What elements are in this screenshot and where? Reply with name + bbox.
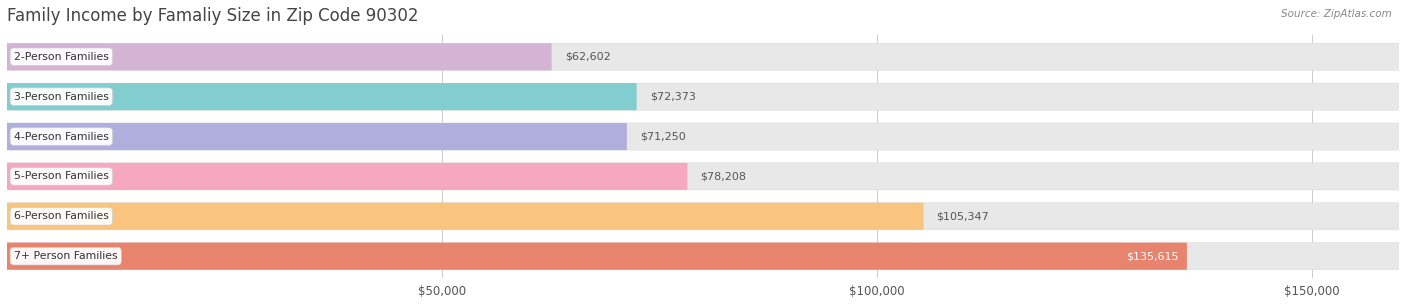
FancyBboxPatch shape [7,43,1399,70]
FancyBboxPatch shape [7,163,688,190]
Text: 2-Person Families: 2-Person Families [14,52,108,62]
FancyBboxPatch shape [7,83,637,110]
FancyBboxPatch shape [7,163,1399,190]
Text: 7+ Person Families: 7+ Person Families [14,251,118,261]
FancyBboxPatch shape [7,123,627,150]
Text: $78,208: $78,208 [700,171,747,181]
Text: 5-Person Families: 5-Person Families [14,171,108,181]
Text: 3-Person Families: 3-Person Families [14,92,108,102]
Text: Family Income by Famaliy Size in Zip Code 90302: Family Income by Famaliy Size in Zip Cod… [7,7,419,25]
Text: $72,373: $72,373 [650,92,696,102]
Text: Source: ZipAtlas.com: Source: ZipAtlas.com [1281,9,1392,19]
FancyBboxPatch shape [7,83,1399,110]
Text: $105,347: $105,347 [936,211,990,221]
Text: 4-Person Families: 4-Person Families [14,131,108,142]
FancyBboxPatch shape [7,43,551,70]
Text: $62,602: $62,602 [565,52,610,62]
FancyBboxPatch shape [7,203,1399,230]
FancyBboxPatch shape [7,203,924,230]
FancyBboxPatch shape [7,123,1399,150]
Text: $135,615: $135,615 [1126,251,1178,261]
FancyBboxPatch shape [7,242,1187,270]
Text: $71,250: $71,250 [640,131,686,142]
FancyBboxPatch shape [7,242,1399,270]
Text: 6-Person Families: 6-Person Families [14,211,108,221]
